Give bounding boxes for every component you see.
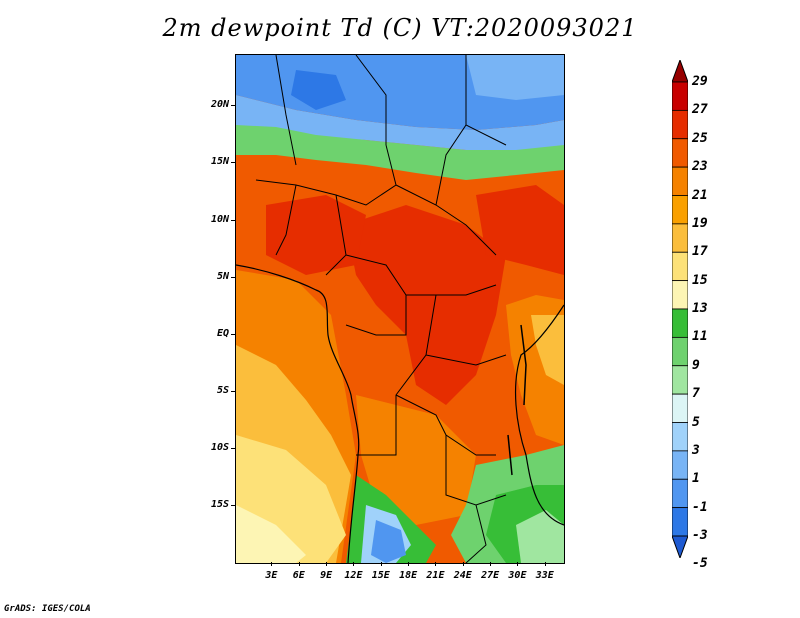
colorbar-label: 29 [692,74,708,89]
colorbar-label: 27 [692,102,708,118]
lon-tick-label: 6E [292,570,305,581]
sahel-light-blue-region [236,95,564,150]
colorbar-segment [672,166,688,196]
east-highlands-yellow-region [531,315,564,385]
lon-tick-label: 3E [265,570,278,581]
colorbar-segment [672,195,688,225]
lon-tick-mark [544,562,546,566]
colorbar-label: 7 [692,386,700,402]
colorbar-segment [672,280,688,310]
colorbar-segment [672,138,688,168]
lat-tick-label: 5S [216,384,229,396]
colorbar-segment [672,251,688,282]
colorbar-top-arrow [672,60,688,83]
colorbar-segment [672,223,688,253]
lat-tick-label: EQ [216,327,229,339]
lat-tick-label: 20N [210,99,229,111]
lat-tick-mark [231,447,235,449]
lat-tick-mark [231,105,235,107]
lon-tick-label: 9E [320,570,333,581]
colorbar-label: 21 [692,187,708,203]
map-title: 2m dewpoint Td (C) VT:2020093021 [162,14,638,42]
lon-tick-mark [380,562,382,566]
lon-tick-mark [326,562,328,566]
west-coastline [236,264,360,563]
colorbar-segment [672,450,688,480]
lat-tick-label: 15S [210,498,229,510]
lat-tick-label: 10N [210,213,229,225]
lon-tick-mark [462,562,464,566]
colorbar-label: -1 [692,499,708,515]
lon-tick-label: 27E [481,570,500,581]
lon-tick-mark [298,562,300,566]
lon-tick-label: 18E [399,570,418,581]
lat-tick-mark [231,504,235,506]
colorbar-bottom-arrow [672,535,688,558]
lat-tick-mark [231,162,235,164]
dewpoint-map [235,54,565,564]
lon-tick-label: 24E [453,570,472,581]
lat-tick-mark [231,276,235,278]
dewpoint-field [236,55,564,563]
colorbar-label: -5 [692,556,708,572]
colorbar-label: 1 [692,471,700,487]
west-deep-red-region [266,195,366,275]
lon-tick-label: 21E [426,570,445,581]
credit-text: GrADS: IGES/COLA [4,604,91,614]
colorbar-label: -3 [692,528,708,543]
colorbar-segment [672,308,688,338]
lat-tick-label: 5N [216,270,229,282]
colorbar-segment [672,393,688,423]
lon-tick-mark [490,562,492,566]
colorbar-label: 11 [692,329,708,345]
lon-tick-label: 30E [508,570,527,581]
colorbar-segment [672,81,688,111]
colorbar-segment [672,365,688,395]
colorbar-label: 9 [692,357,700,373]
country-borders [255,55,507,563]
lon-tick-label: 12E [344,570,363,581]
colorbar-segment [672,109,688,140]
colorbar-label: 23 [692,159,708,175]
lon-tick-label: 33E [535,570,554,581]
lon-tick-mark [271,562,273,566]
northeast-light-blue-region [466,55,564,100]
lon-tick-label: 15E [371,570,390,581]
lon-tick-mark [517,562,519,566]
colorbar [672,60,688,558]
sahara-dark-patch [291,70,346,110]
lon-tick-mark [408,562,410,566]
south-atlantic-palest-region [236,505,306,563]
kalahari-blue-region [371,520,406,563]
colorbar-segment [672,422,688,452]
lat-tick-label: 10S [210,441,229,453]
lat-tick-mark [231,333,235,335]
colorbar-segment [672,336,688,367]
sahel-green-region [236,115,564,180]
lon-tick-mark [353,562,355,566]
lat-tick-mark [231,390,235,392]
east-deep-red-region [476,185,564,275]
colorbar-label: 13 [692,301,708,316]
colorbar-label: 17 [692,244,708,260]
colorbar-label: 25 [692,130,708,146]
lat-tick-mark [231,219,235,221]
colorbar-label: 3 [692,442,700,458]
colorbar-label: 15 [692,272,708,288]
lat-tick-label: 15N [210,156,229,168]
east-africa-pale-green-region [516,510,564,563]
colorbar-label: 19 [692,215,708,231]
central-deep-red-region [346,205,506,405]
lon-tick-mark [435,562,437,566]
rift-lakes [507,324,527,476]
east-coastline [514,304,564,526]
colorbar-segment [672,507,688,537]
colorbar-segment [672,478,688,509]
colorbar-label: 5 [692,414,700,430]
